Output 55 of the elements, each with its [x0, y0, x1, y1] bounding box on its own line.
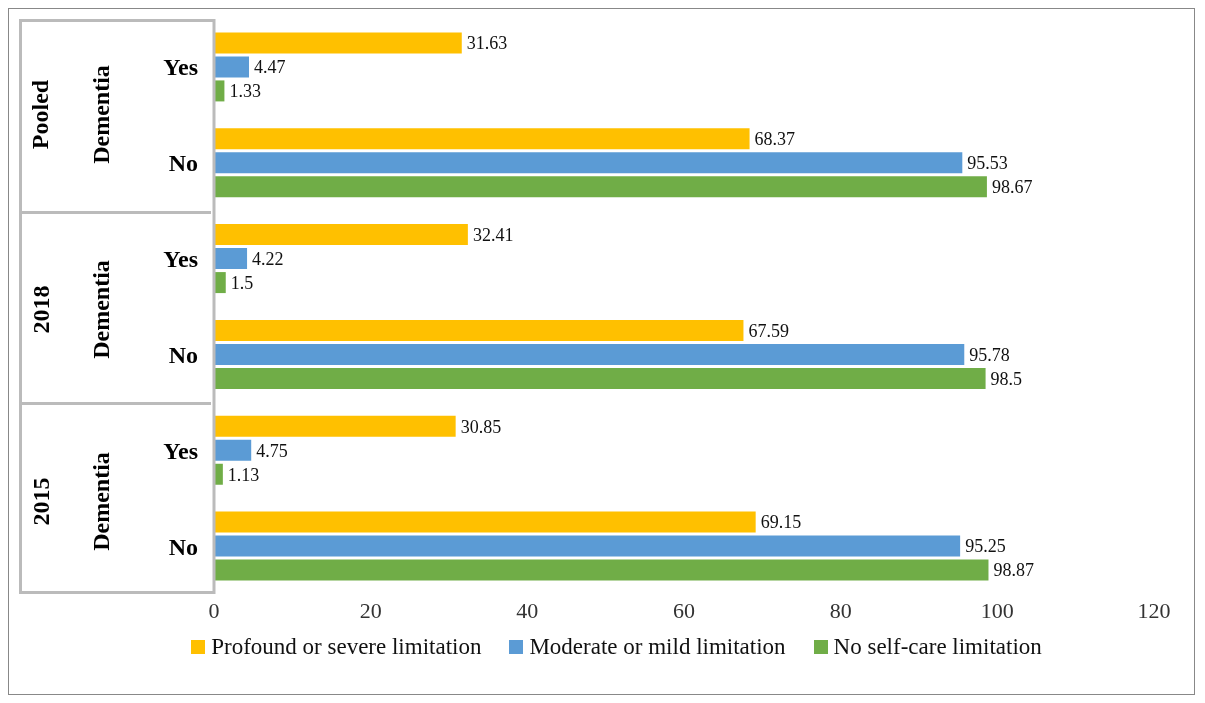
data-label: 95.53 — [967, 153, 1008, 174]
x-tick-label: 40 — [516, 597, 539, 623]
data-label: 1.13 — [227, 464, 260, 485]
x-tick-label: 80 — [829, 597, 852, 623]
text: 2015 — [27, 477, 55, 526]
data-label: 98.5 — [990, 368, 1023, 389]
bar — [214, 152, 963, 174]
y-tick-label: Yes — [163, 437, 198, 464]
x-tick-label: 0 — [208, 597, 220, 623]
bar — [214, 559, 989, 581]
data-label: 98.87 — [993, 560, 1034, 581]
x-tick-label: 120 — [1137, 597, 1171, 623]
legend-label: No self-care limitation — [833, 634, 1042, 660]
bar — [214, 439, 252, 461]
data-label: 32.41 — [472, 224, 514, 245]
y-tick-label: Yes — [163, 54, 198, 81]
text: Dementia — [87, 451, 115, 551]
y-tick-label: No — [168, 150, 198, 177]
data-label: 1.5 — [230, 272, 254, 293]
bar — [214, 224, 468, 246]
bar — [214, 343, 965, 365]
data-label: 67.59 — [748, 320, 789, 341]
bar — [214, 128, 750, 150]
data-label: 95.25 — [965, 536, 1006, 557]
bar — [214, 248, 248, 270]
bar — [214, 32, 462, 54]
bar — [214, 319, 744, 341]
bar — [214, 415, 456, 437]
x-tick-label: 60 — [673, 597, 695, 623]
legend-label: Moderate or mild limitation — [529, 634, 786, 660]
y-tick-label: No — [168, 533, 198, 560]
y-tick-label: Yes — [163, 246, 198, 273]
data-label: 69.15 — [760, 512, 802, 533]
text: Dementia — [87, 260, 115, 359]
x-tick-label: 20 — [359, 597, 382, 623]
data-label: 30.85 — [460, 416, 502, 437]
text: Pooled — [27, 80, 55, 150]
data-label: 68.37 — [754, 129, 796, 150]
text: 2018 — [27, 285, 55, 334]
x-tick-label: 100 — [980, 597, 1014, 623]
bar — [214, 176, 987, 198]
data-label: 4.75 — [256, 440, 288, 461]
data-label: 4.22 — [252, 248, 284, 269]
y-tick-label: No — [168, 341, 198, 368]
data-label: 4.47 — [254, 57, 286, 78]
bar — [214, 367, 986, 389]
text: Dementia — [87, 65, 115, 165]
data-label: 1.33 — [229, 81, 261, 102]
bar — [214, 56, 250, 78]
data-label: 31.63 — [466, 33, 508, 54]
data-label: 95.78 — [969, 344, 1010, 365]
legend-label: Profound or severe limitation — [211, 634, 482, 660]
data-label: 98.67 — [991, 177, 1033, 198]
bar — [214, 535, 961, 557]
bar — [214, 511, 756, 533]
